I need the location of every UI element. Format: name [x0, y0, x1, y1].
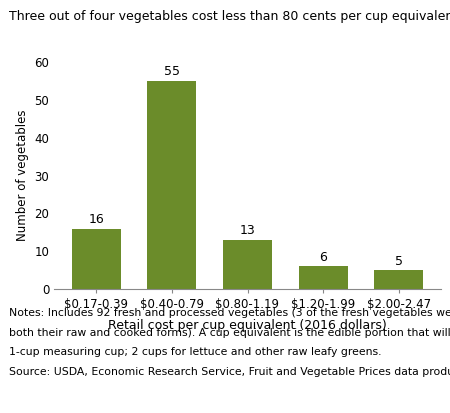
- Text: 1-cup measuring cup; 2 cups for lettuce and other raw leafy greens.: 1-cup measuring cup; 2 cups for lettuce …: [9, 347, 382, 357]
- Bar: [72, 228, 121, 289]
- Text: 55: 55: [164, 65, 180, 78]
- Text: 13: 13: [239, 224, 256, 237]
- Bar: [147, 81, 197, 289]
- Bar: [298, 266, 348, 289]
- X-axis label: Retail cost per cup equivalent (2016 dollars): Retail cost per cup equivalent (2016 dol…: [108, 320, 387, 332]
- Text: Notes: Includes 92 fresh and processed vegetables (3 of the fresh vegetables wer: Notes: Includes 92 fresh and processed v…: [9, 308, 450, 318]
- Bar: [223, 240, 272, 289]
- Text: 5: 5: [395, 254, 403, 268]
- Text: both their raw and cooked forms). A cup equivalent is the edible portion that wi: both their raw and cooked forms). A cup …: [9, 328, 450, 337]
- Text: 16: 16: [88, 213, 104, 226]
- Text: Source: USDA, Economic Research Service, Fruit and Vegetable Prices data product: Source: USDA, Economic Research Service,…: [9, 367, 450, 377]
- Text: 6: 6: [319, 251, 327, 264]
- Y-axis label: Number of vegetables: Number of vegetables: [16, 110, 29, 241]
- Text: Three out of four vegetables cost less than 80 cents per cup equivalent in 2016: Three out of four vegetables cost less t…: [9, 10, 450, 23]
- Bar: [374, 270, 423, 289]
